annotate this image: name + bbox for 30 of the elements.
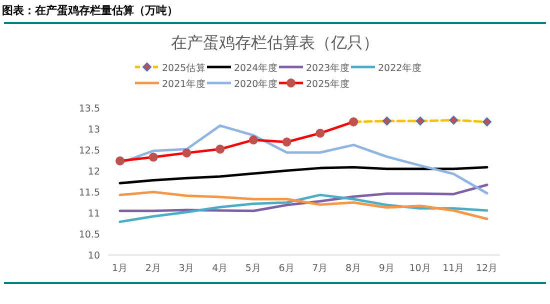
y-tick-label: 13.5 (78, 104, 100, 114)
x-tick-label: 4月 (212, 263, 228, 274)
x-tick-label: 5月 (245, 263, 262, 274)
y-tick-label: 10.5 (78, 230, 100, 240)
y-tick-label: 11.5 (78, 188, 100, 198)
x-tick-label: 9月 (378, 263, 395, 274)
x-tick-label: 3月 (178, 263, 195, 274)
x-tick-label: 1月 (112, 263, 128, 274)
x-tick-label: 12月 (476, 263, 498, 274)
x-tick-label: 11月 (442, 263, 465, 274)
y-tick-label: 12 (88, 166, 100, 178)
x-tick-label: 6月 (278, 263, 295, 274)
legend-label: 2021年度 (162, 78, 206, 90)
text: 图表：在产蛋鸡存栏量估算（万吨） (2, 4, 178, 17)
legend-label: 2020年度 (234, 78, 278, 90)
legend-label: 2025估算 (162, 62, 206, 74)
legend-label: 2024年度 (234, 62, 278, 74)
y-tick-label: 11 (88, 208, 100, 220)
chart-title: 在产蛋鸡存栏估算表（亿只） (171, 33, 379, 52)
legend-label: 2023年度 (306, 62, 350, 74)
y-tick-label: 12.5 (78, 146, 100, 156)
line-series (118, 166, 488, 184)
y-tick-label: 13 (88, 124, 100, 136)
x-tick-label: 7月 (312, 263, 328, 274)
y-tick-label: 10 (88, 250, 100, 262)
x-tick-label: 8月 (346, 263, 362, 274)
legend-label: 2022年度 (378, 62, 422, 74)
x-tick-label: 10月 (409, 263, 432, 274)
legend-label: 2025年度 (306, 78, 350, 90)
x-tick-label: 2月 (145, 263, 162, 274)
